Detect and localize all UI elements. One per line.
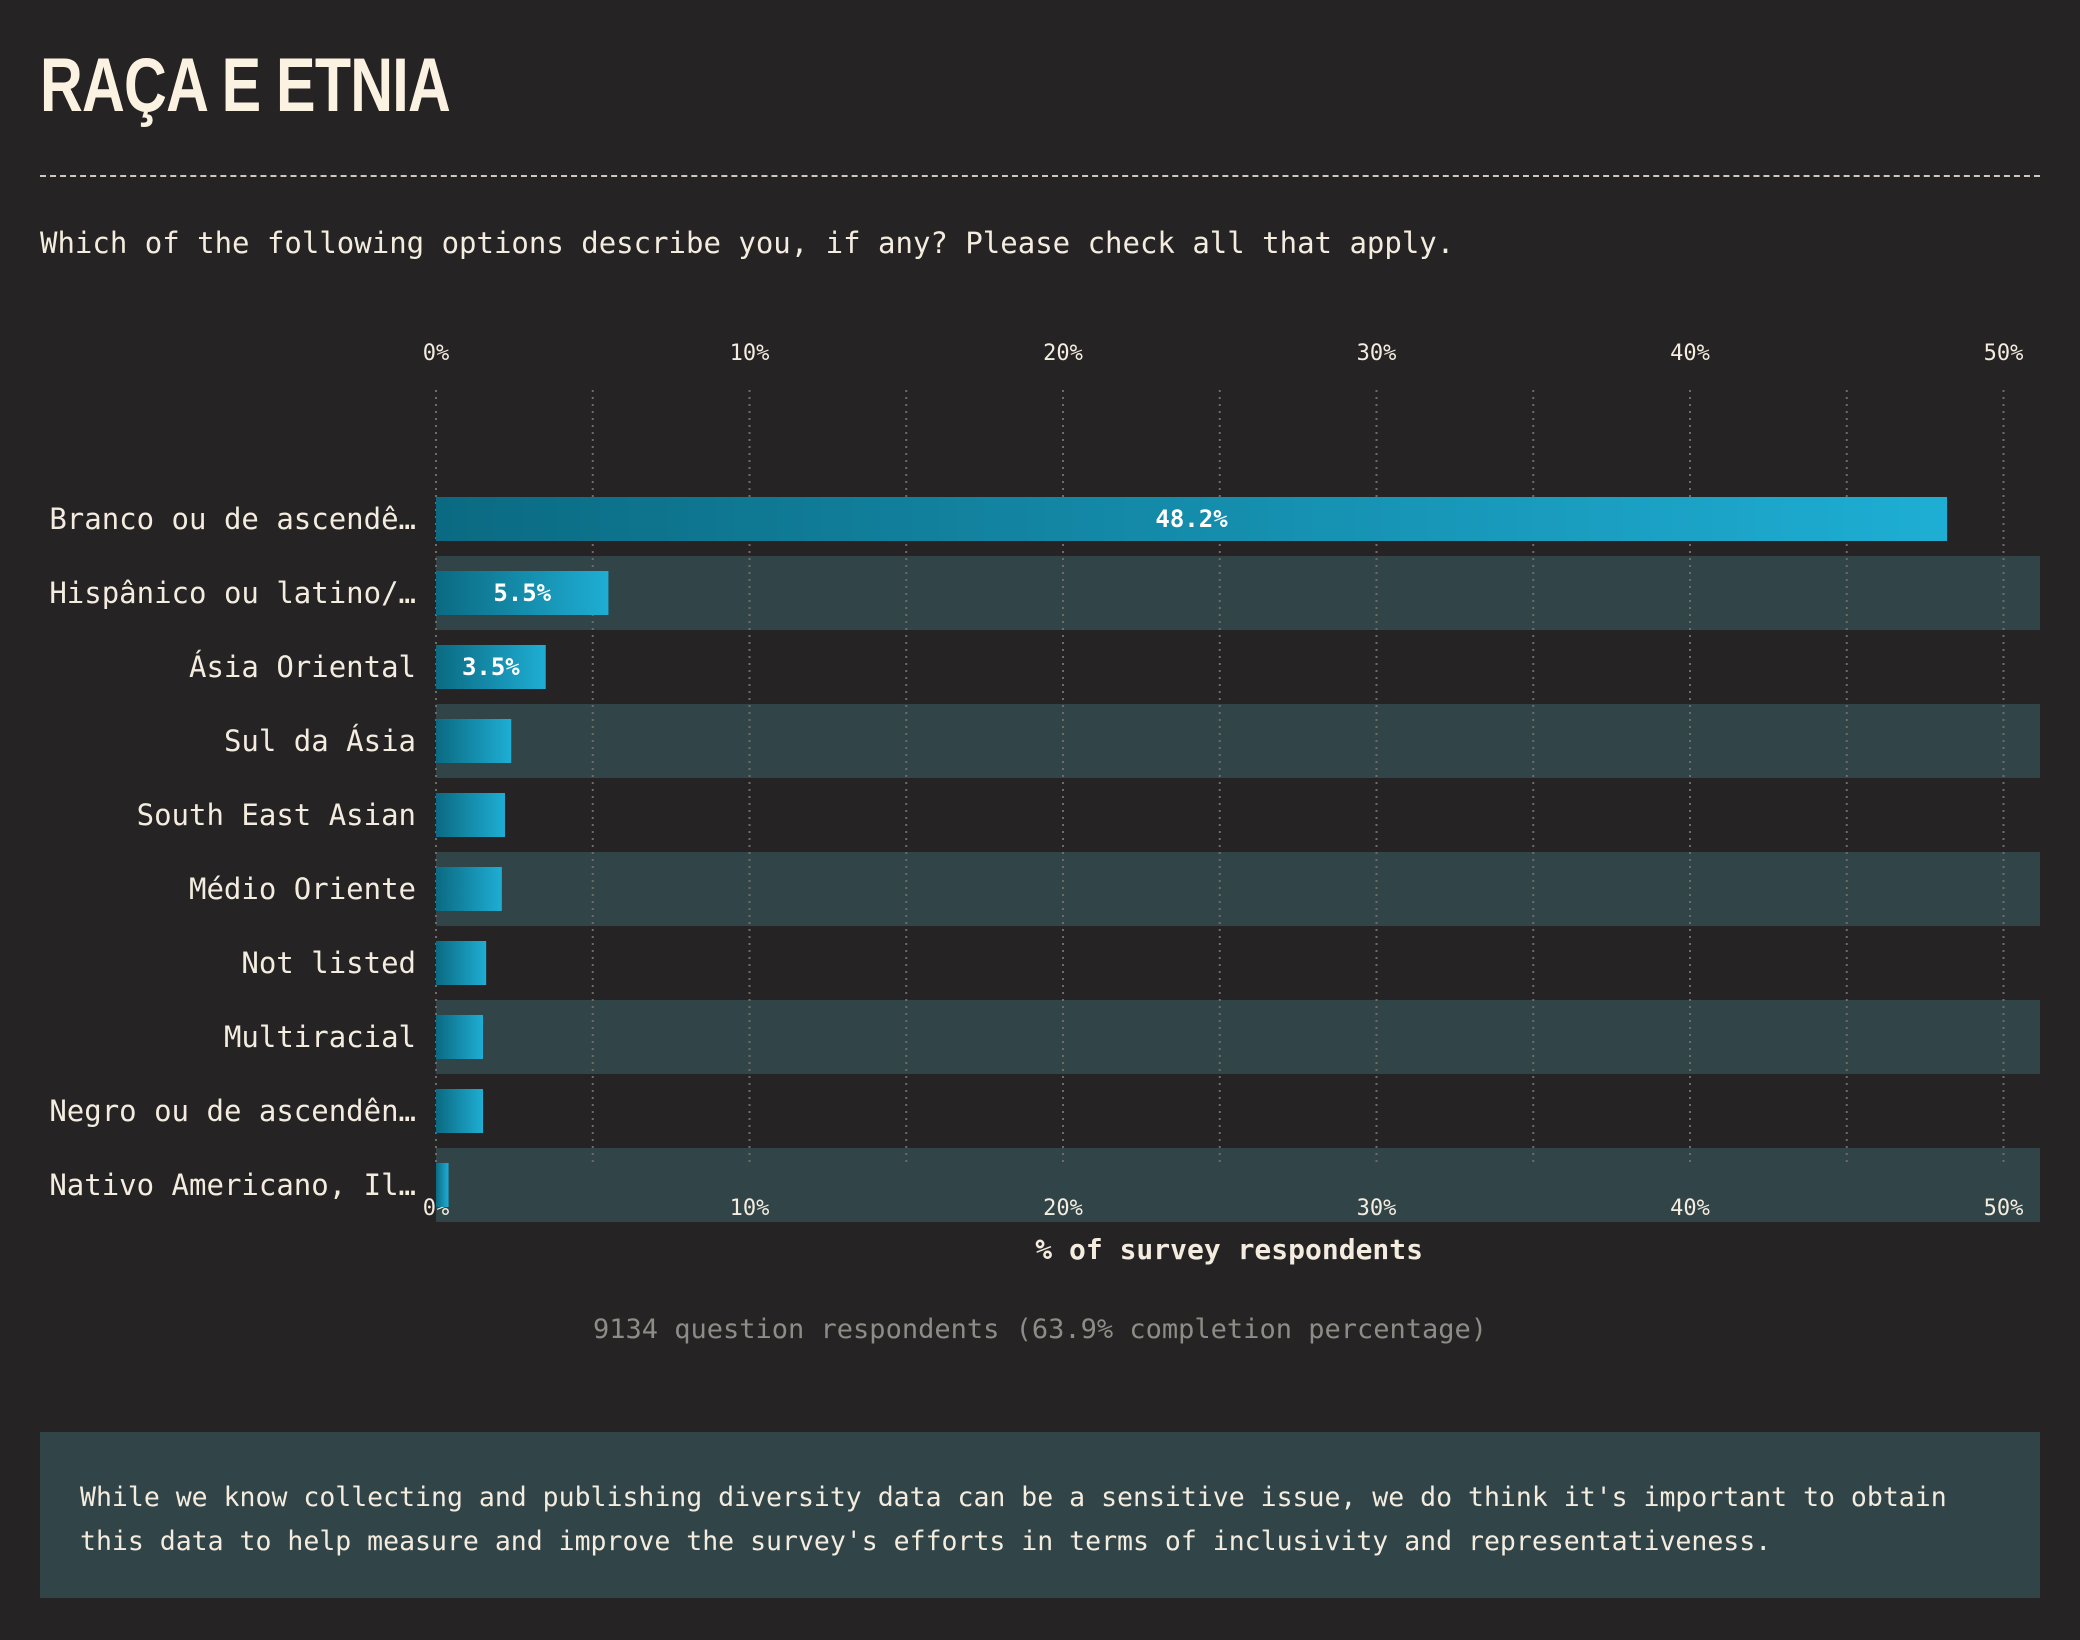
respondents-count: 9134 question respondents (63.9% complet…	[592, 1314, 1488, 1345]
note-box: While we know collecting and publishing …	[40, 1432, 2040, 1598]
x-axis-title: % of survey respondents	[1035, 1233, 1423, 1266]
data-label: 48.2%	[1155, 505, 1228, 533]
bar	[436, 645, 546, 689]
bar-chart: 0%0%10%10%20%20%30%30%40%40%50%50%Branco…	[49, 341, 2040, 1266]
title-divider	[40, 175, 2040, 177]
category-label: Nativo Americano, Il…	[49, 1168, 416, 1202]
category-label: South East Asian	[137, 798, 416, 832]
x-tick-label-top: 20%	[1043, 341, 1083, 366]
x-tick-label-top: 30%	[1357, 341, 1397, 366]
x-tick-label-bottom: 10%	[730, 1196, 770, 1221]
category-label: Not listed	[241, 946, 416, 980]
x-tick-label-top: 10%	[730, 341, 770, 366]
category-label: Médio Oriente	[189, 872, 416, 906]
bar	[436, 941, 487, 985]
bar	[436, 867, 502, 911]
row-band	[436, 1000, 2040, 1074]
x-tick-label-bottom: 20%	[1043, 1196, 1083, 1221]
x-tick-label-bottom: 50%	[1984, 1196, 2024, 1221]
bar	[436, 497, 1948, 541]
category-label: Sul da Ásia	[224, 724, 416, 758]
x-tick-label-bottom: 40%	[1670, 1196, 1710, 1221]
bar	[436, 571, 609, 615]
survey-question: Which of the following options describe …	[40, 226, 1455, 260]
row-band	[436, 1148, 2040, 1222]
category-label: Negro ou de ascendên…	[49, 1094, 416, 1128]
category-label: Branco ou de ascendê…	[49, 502, 416, 536]
bar	[436, 1015, 484, 1059]
x-tick-label-top: 40%	[1670, 341, 1710, 366]
data-label: 3.5%	[462, 653, 520, 681]
bar	[436, 719, 512, 763]
row-band	[436, 704, 2040, 778]
row-band	[436, 852, 2040, 926]
x-tick-label-top: 50%	[1984, 341, 2024, 366]
category-label: Multiracial	[224, 1020, 416, 1054]
x-tick-label-top: 0%	[423, 341, 450, 366]
bar	[436, 793, 505, 837]
x-tick-label-bottom: 30%	[1357, 1196, 1397, 1221]
category-label: Ásia Oriental	[189, 650, 416, 684]
note-text: While we know collecting and publishing …	[80, 1482, 1947, 1557]
row-band	[436, 556, 2040, 630]
bar	[436, 1163, 449, 1207]
page-title: RAÇA E ETNIA	[40, 43, 451, 128]
data-label: 5.5%	[493, 579, 551, 607]
bar	[436, 1089, 484, 1133]
category-label: Hispânico ou latino/…	[49, 576, 416, 610]
